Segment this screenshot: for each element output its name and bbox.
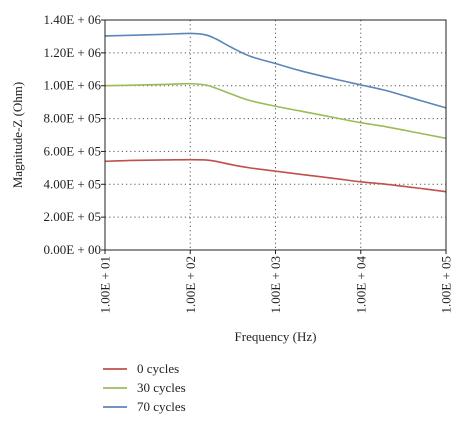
x-tick-label: 1.00E + 02 (183, 256, 198, 314)
legend-label-30-cycles: 30 cycles (137, 380, 186, 395)
legend: 0 cycles 30 cycles 70 cycles (103, 361, 186, 414)
y-tick-label: 0.00E + 00 (43, 242, 101, 257)
legend-label-0-cycles: 0 cycles (137, 361, 179, 376)
axis-ticks: 0.00E + 00 2.00E + 05 4.00E + 05 6.00E + 05… (43, 12, 453, 314)
series-line-30-cycles (104, 82, 447, 140)
x-tick-label: 1.00E + 03 (268, 256, 283, 314)
x-tick-label: 1.00E + 04 (353, 256, 368, 314)
plot-series (104, 32, 447, 193)
y-axis-title: Magnitude-Z (Ohm) (10, 82, 25, 189)
y-tick-label: 1.20E + 06 (43, 45, 101, 60)
series-line-70-cycles (104, 32, 447, 109)
x-tick-label: 1.00E + 01 (98, 256, 113, 314)
y-tick-label: 4.00E + 05 (43, 176, 101, 191)
y-tick-label: 8.00E + 05 (43, 111, 101, 126)
x-tick-label: 1.00E + 05 (439, 256, 454, 314)
grid-lines (105, 20, 446, 250)
y-tick-label: 2.00E + 05 (43, 209, 101, 224)
y-tick-label: 1.00E + 06 (43, 78, 101, 93)
y-tick-label: 1.40E + 06 (43, 12, 101, 27)
y-tick-label: 6.00E + 05 (43, 143, 101, 158)
legend-label-70-cycles: 70 cycles (137, 399, 186, 414)
x-axis-title: Frequency (Hz) (235, 329, 317, 344)
series-line-0-cycles (104, 158, 447, 193)
